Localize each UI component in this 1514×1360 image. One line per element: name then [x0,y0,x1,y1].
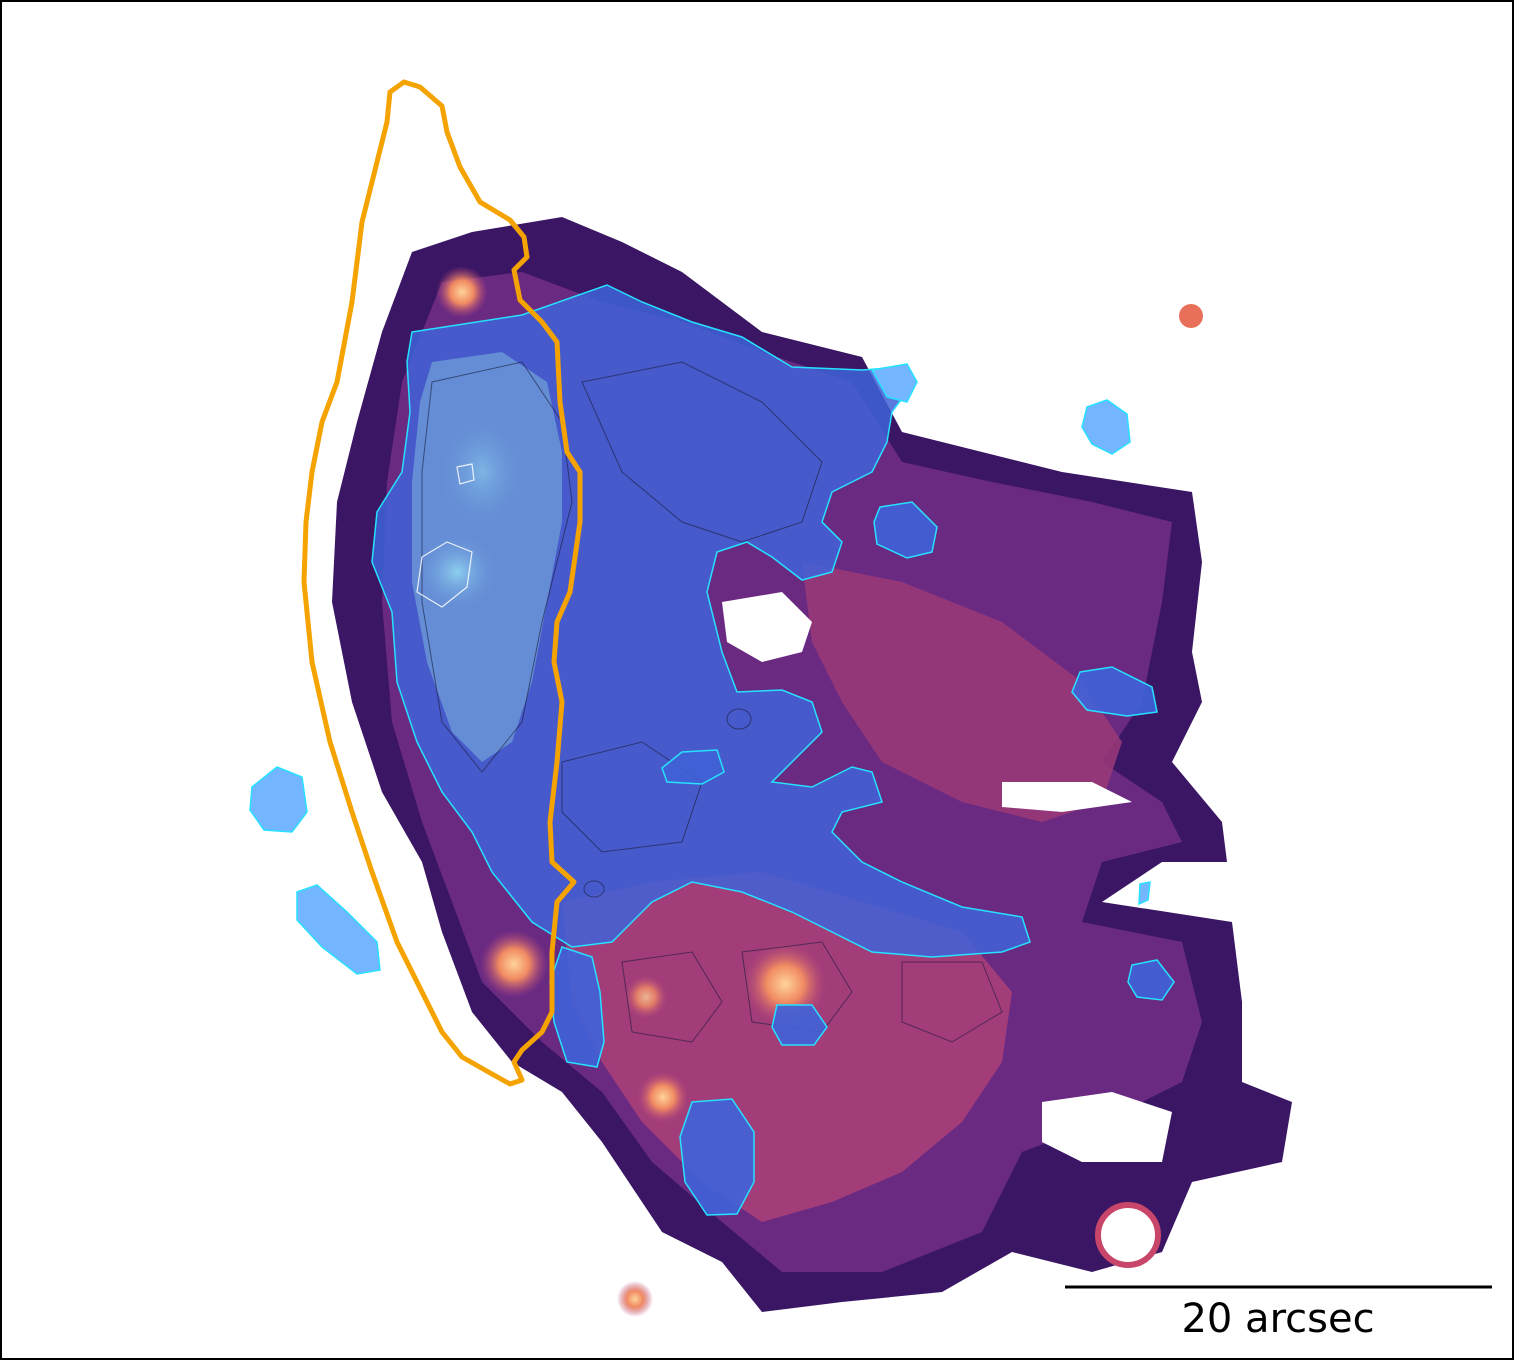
blue-patches [549,501,1175,1216]
light-blue-blobs [249,363,1151,975]
emission-gap [1002,782,1132,812]
orange-contour [301,79,583,1087]
emission-warm-region [562,872,1012,1222]
scale-bar-label: 20 arcsec [1181,1296,1374,1342]
bright-knot [480,930,548,998]
bright-knot [624,975,668,1019]
bright-knot [617,1281,653,1317]
emission-warm-streaks [802,562,1122,822]
white-contours [416,463,475,608]
bright-knot [1179,304,1203,328]
emission-gap [722,592,812,662]
bright-knot [637,1071,689,1123]
bright-knot [436,266,488,318]
blue-overlay-highlight [415,532,499,612]
blue-overlay-highlight [437,412,527,532]
emission-gap [1042,1092,1172,1162]
ring-feature [1095,1202,1161,1268]
